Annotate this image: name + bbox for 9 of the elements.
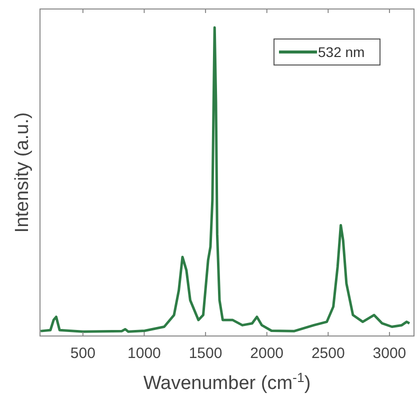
- legend-label: 532 nm: [318, 44, 365, 60]
- x-axis-title: Wavenumber (cm$^{-1}$): [143, 370, 311, 394]
- x-tick-label: 2000: [250, 345, 284, 362]
- x-tick-label: 1000: [128, 345, 161, 362]
- x-tick-label: 3000: [372, 345, 406, 362]
- x-tick-label: 1500: [188, 345, 222, 362]
- x-tick-label: 500: [70, 345, 96, 362]
- x-tick-label: 2500: [311, 345, 345, 362]
- y-axis-title: Intensity (a.u.): [12, 112, 33, 233]
